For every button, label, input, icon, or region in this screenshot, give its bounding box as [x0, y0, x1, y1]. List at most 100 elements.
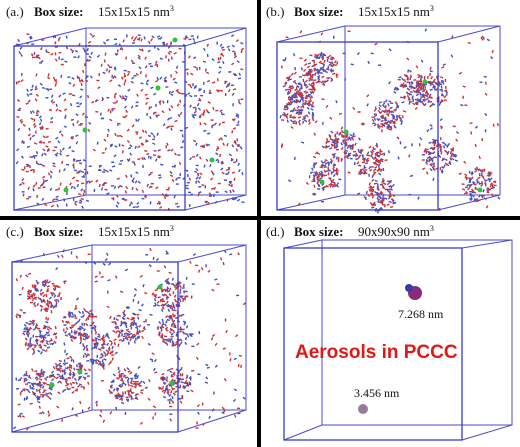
molecule — [196, 404, 200, 408]
molecule — [388, 48, 392, 52]
molecule — [142, 380, 146, 385]
molecule — [322, 52, 326, 56]
molecule — [307, 94, 311, 98]
molecule — [332, 164, 336, 167]
molecule — [40, 334, 44, 338]
molecule — [123, 382, 127, 387]
molecule — [373, 161, 378, 165]
molecule — [171, 178, 175, 183]
molecule — [193, 56, 197, 60]
molecule — [293, 95, 297, 99]
molecule — [231, 197, 235, 201]
molecule — [89, 180, 94, 183]
molecule — [172, 77, 176, 81]
box-size-value: 15x15x15 nm — [98, 224, 170, 239]
molecule — [90, 51, 94, 55]
molecule — [397, 105, 400, 109]
molecule — [303, 119, 308, 123]
molecule — [171, 387, 176, 391]
molecule — [122, 391, 125, 395]
molecule — [343, 156, 348, 159]
molecule — [159, 326, 163, 330]
molecule — [205, 143, 209, 147]
molecule — [394, 118, 398, 121]
molecule — [165, 194, 169, 197]
molecule — [153, 293, 156, 297]
green-molecule — [63, 187, 69, 193]
molecule — [17, 127, 21, 132]
molecule — [368, 154, 373, 158]
molecule — [89, 309, 93, 313]
molecule — [161, 333, 164, 337]
molecule — [232, 88, 237, 91]
molecule — [286, 92, 291, 96]
molecule — [179, 129, 183, 132]
molecule — [323, 169, 327, 173]
molecule — [72, 371, 75, 375]
molecule — [87, 313, 91, 318]
molecule — [299, 93, 304, 96]
molecule — [289, 109, 293, 113]
molecule — [48, 327, 53, 330]
box-size: 15x15x15 nm3 — [98, 224, 174, 239]
molecule — [215, 147, 219, 152]
molecule — [233, 197, 238, 201]
molecule — [328, 177, 332, 181]
molecule — [19, 118, 23, 123]
molecule — [314, 161, 318, 166]
molecule — [138, 308, 142, 312]
molecule — [41, 164, 46, 167]
molecule — [51, 198, 56, 202]
molecule — [76, 120, 79, 124]
molecule — [476, 178, 479, 183]
box-size: 15x15x15 nm3 — [358, 4, 434, 19]
molecule — [484, 112, 488, 117]
molecule — [38, 140, 43, 144]
molecule — [331, 141, 335, 144]
molecule — [32, 301, 36, 305]
molecule — [386, 203, 390, 206]
molecule — [39, 288, 43, 292]
molecule — [84, 76, 88, 80]
molecule — [286, 119, 289, 123]
molecule — [73, 307, 78, 311]
molecule — [412, 102, 416, 106]
molecule — [399, 120, 403, 122]
molecule — [324, 159, 328, 162]
molecule — [117, 335, 121, 338]
molecule — [63, 108, 68, 112]
molecule — [151, 292, 155, 296]
molecule — [68, 368, 72, 372]
molecule — [376, 188, 380, 192]
molecule — [80, 188, 84, 192]
molecule — [144, 149, 148, 153]
molecule — [231, 44, 236, 48]
molecule — [118, 383, 122, 387]
molecule — [368, 145, 372, 149]
molecule — [35, 396, 40, 400]
molecule — [56, 204, 59, 208]
molecule — [124, 335, 128, 340]
molecule — [141, 335, 144, 340]
molecule — [46, 285, 51, 288]
molecule — [109, 79, 113, 83]
molecule — [179, 298, 182, 303]
molecule — [139, 70, 143, 75]
molecule — [230, 34, 235, 38]
molecule — [291, 85, 295, 89]
molecule — [240, 49, 243, 54]
molecule — [298, 119, 302, 123]
molecule — [304, 99, 308, 103]
molecule — [40, 351, 43, 355]
molecule — [483, 179, 488, 182]
molecule — [85, 180, 89, 185]
molecule — [99, 356, 103, 359]
molecule — [228, 153, 232, 157]
molecule — [151, 358, 154, 363]
molecule — [235, 334, 239, 338]
molecule — [332, 140, 336, 143]
molecule — [221, 406, 225, 410]
molecule — [398, 116, 402, 120]
molecule — [44, 349, 48, 353]
molecule — [335, 73, 339, 76]
